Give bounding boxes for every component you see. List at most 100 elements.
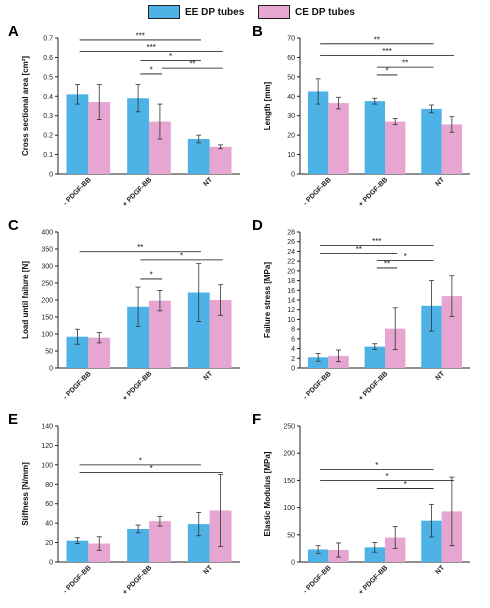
bar-ee-2: [187, 292, 210, 368]
bar-ce-1: [149, 121, 171, 174]
y-tick-label: 120: [41, 443, 53, 450]
x-tick-label: - PDGF-BB: [302, 176, 333, 207]
legend-swatch-ee: [148, 5, 180, 19]
y-tick-label: 50: [45, 349, 53, 356]
x-tick-label: NT: [203, 564, 215, 576]
x-tick-label: - PDGF-BB: [62, 176, 93, 207]
y-tick-label: 0: [291, 560, 295, 567]
y-tick-label: 200: [41, 298, 53, 305]
bar-ee-0: [66, 336, 89, 368]
x-tick-label: NT: [435, 176, 447, 188]
x-tick-label: - PDGF-BB: [62, 370, 93, 401]
y-tick-label: 50: [287, 532, 295, 539]
y-tick-label: 250: [41, 281, 53, 288]
significance-label: **: [356, 245, 362, 254]
bar-ee-2: [421, 305, 442, 368]
chart-panel-B: B 0 10 20 30 40 50 60 70 Length [mm] - PDGF-BB + PD…: [252, 23, 470, 208]
legend-label-ce: CE DP tubes: [295, 6, 355, 18]
y-tick-label: 14: [287, 298, 295, 305]
y-tick-label: 0: [291, 366, 295, 373]
panel-label: F: [252, 411, 261, 428]
significance-label: *: [385, 472, 388, 481]
y-tick-label: 100: [41, 332, 53, 339]
y-tick-label: 150: [283, 478, 295, 485]
bar-ee-1: [364, 547, 385, 562]
y-tick-label: 100: [41, 462, 53, 469]
y-tick-label: 10: [287, 317, 295, 324]
y-tick-label: 150: [41, 315, 53, 322]
significance-label: *: [150, 270, 153, 279]
significance-label: ***: [382, 47, 391, 56]
x-tick-label: + PDGF-BB: [122, 564, 154, 596]
significance-label: *: [375, 461, 378, 470]
legend: EE DP tubes CE DP tubes: [0, 0, 490, 22]
significance-label: **: [402, 59, 408, 68]
bar-ee-1: [364, 346, 385, 368]
y-tick-label: 200: [283, 451, 295, 458]
x-tick-label: - PDGF-BB: [302, 370, 333, 401]
legend-swatch-ce: [258, 5, 290, 19]
x-tick-label: + PDGF-BB: [358, 564, 390, 596]
significance-label: **: [189, 60, 195, 69]
y-tick-label: 100: [283, 505, 295, 512]
bar-ee-0: [307, 91, 329, 174]
y-tick-label: 12: [287, 307, 295, 314]
x-tick-label: NT: [203, 176, 215, 188]
y-tick-label: 6: [291, 336, 295, 343]
bar-ee-0: [66, 94, 89, 174]
significance-label: **: [384, 259, 390, 268]
bar-ce-0: [88, 337, 111, 368]
bar-ee-1: [127, 306, 149, 368]
significance-label: *: [404, 480, 407, 489]
y-tick-label: 0.5: [43, 74, 53, 81]
y-tick-label: 0: [49, 560, 53, 567]
y-tick-label: 2: [291, 356, 295, 363]
bar-ce-1: [149, 521, 171, 562]
x-tick-label: - PDGF-BB: [302, 564, 333, 595]
y-tick-label: 20: [287, 268, 295, 275]
chart-panel-C: C 0 50 100 150 200 250 300 350 400 Load until fail…: [8, 217, 240, 402]
y-axis-label: Failure stress [MPa]: [263, 262, 272, 338]
significance-label: *: [150, 65, 153, 74]
y-axis-label: Length [mm]: [263, 81, 272, 130]
bar-ee-1: [127, 528, 149, 562]
x-tick-label: + PDGF-BB: [358, 176, 390, 208]
significance-label: *: [150, 464, 153, 473]
x-tick-label: NT: [435, 370, 447, 382]
y-tick-label: 70: [287, 36, 295, 43]
bar-ee-2: [187, 139, 210, 174]
y-tick-label: 20: [45, 540, 53, 547]
y-tick-label: 0.7: [43, 36, 53, 43]
chart-panel-E: E 0 20 40 60 80 100 120 140 Stiffness [N/mm] - PDG…: [8, 411, 240, 596]
y-tick-label: 0: [291, 172, 295, 179]
bar-ee-0: [307, 549, 329, 562]
y-tick-label: 26: [287, 239, 295, 246]
y-tick-label: 0: [49, 366, 53, 373]
significance-label: *: [139, 456, 142, 465]
y-tick-label: 40: [287, 94, 295, 101]
y-tick-label: 250: [283, 424, 295, 431]
bar-ee-2: [421, 520, 442, 562]
bar-ee-1: [364, 101, 385, 174]
x-tick-label: + PDGF-BB: [122, 176, 154, 208]
y-tick-label: 28: [287, 230, 295, 237]
bar-ee-0: [66, 540, 89, 562]
y-tick-label: 300: [41, 264, 53, 271]
bar-ee-2: [187, 524, 210, 562]
y-tick-label: 18: [287, 278, 295, 285]
bar-ee-2: [421, 108, 442, 174]
y-tick-label: 80: [45, 482, 53, 489]
legend-label-ee: EE DP tubes: [185, 6, 245, 18]
chart-panel-F: F 0 50 100 150 200 250 Elastic Modulus [MPa] - P…: [252, 411, 470, 596]
significance-label: *: [169, 52, 172, 61]
y-tick-label: 8: [291, 327, 295, 334]
y-tick-label: 0.1: [43, 152, 53, 159]
panel-label: D: [252, 217, 263, 234]
significance-label: *: [180, 251, 183, 260]
bar-ce-0: [88, 102, 111, 174]
bar-ce-2: [441, 296, 463, 368]
y-tick-label: 140: [41, 424, 53, 431]
bar-ce-0: [328, 103, 349, 174]
y-tick-label: 24: [287, 249, 295, 256]
